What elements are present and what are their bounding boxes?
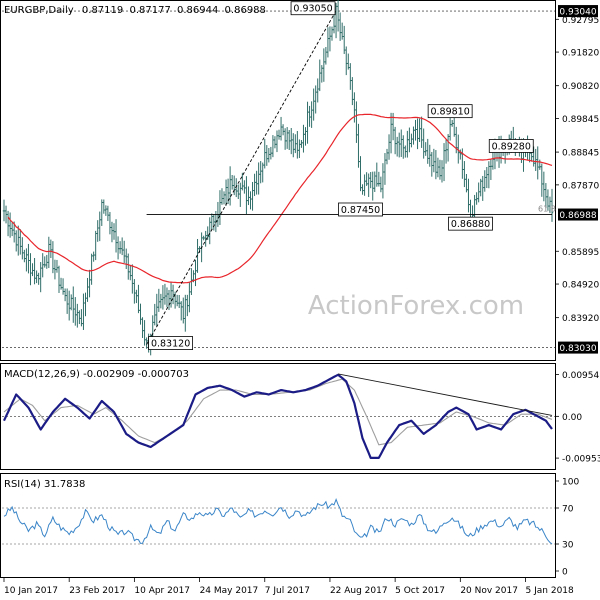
annotation-box-2 [427, 104, 473, 119]
price-y-tick-label: 0.85895 [562, 248, 599, 258]
macd-layer: 0.00954 0.00 -0.009538 [2, 371, 600, 465]
macd-y-tick-label: 0.00954 [562, 371, 599, 381]
macd-series-signal [3, 378, 553, 446]
x-tick-label: 5 Oct 2017 [395, 586, 445, 596]
fib-edge-label: 61.8 [538, 204, 556, 213]
price-bar [550, 188, 554, 222]
annotation-label-5: 0.83120 [151, 339, 190, 350]
price-y-tick-label: 0.88845 [562, 149, 599, 159]
current-price-text: 0.86988 [559, 211, 596, 221]
x-tick-label: 23 Feb 2017 [69, 586, 125, 596]
level-badge-text-0: 0.93040 [559, 8, 596, 18]
ohlc-high: 0.87177 [129, 5, 170, 16]
annotation-label-3: 0.89280 [492, 141, 531, 152]
price-bars [2, 0, 554, 356]
annotation-label-4: 0.86880 [451, 219, 490, 230]
price-y-axis: 0.92795 0.91820 0.90820 0.89845 0.88845 0.878… [555, 5, 599, 354]
price-y-tick-label: 0.92795 [562, 16, 599, 26]
price-y-tick-label: 0.90820 [562, 82, 599, 92]
price-annotations: 0.93050 0.87450 0.89810 0.89280 0.86880 0.831… [148, 1, 534, 350]
level-badge-1 [558, 341, 598, 354]
x-tick-label: 10 Apr 2017 [134, 586, 190, 596]
x-tick-label: 20 Nov 2017 [460, 586, 518, 596]
annotation-label-2: 0.89810 [430, 107, 469, 118]
rsi-y-tick-label: 100 [562, 478, 579, 488]
rsi-y-tick-label: 0 [562, 568, 568, 578]
price-y-tick-label: 0.87870 [562, 181, 599, 191]
rsi-y-tick-label: 30 [562, 541, 574, 551]
price-y-tick-label: 0.89845 [562, 115, 599, 125]
rsi-y-tick-label: 70 [562, 505, 574, 515]
ohlc-open: 0.87119 [82, 5, 123, 16]
watermark: ActionForex.com [308, 291, 524, 321]
trend-line [146, 10, 337, 345]
annotation-label-0: 0.93050 [293, 4, 332, 15]
current-price-badge [558, 208, 598, 221]
x-axis: 10 Jan 2017 23 Feb 2017 10 Apr 2017 24 May … [3, 578, 574, 596]
level-badge-text-1: 0.83030 [559, 344, 596, 354]
annotation-box-5 [148, 336, 194, 350]
macd-title: MACD(12,26,9) -0.002909 -0.000703 [4, 369, 189, 380]
price-y-tick-label: 0.84920 [562, 281, 599, 291]
annotation-label-1: 0.87450 [341, 205, 380, 216]
macd-trend-line [338, 373, 553, 416]
rsi-panel-frame [0, 473, 556, 578]
level-badge-0 [558, 5, 598, 18]
rsi-layer: 100 70 30 0 [2, 478, 579, 578]
macd-series-macd [2, 373, 553, 459]
rsi-title: RSI(14) 31.7838 [4, 479, 85, 490]
x-tick-label: 22 Aug 2017 [330, 586, 388, 596]
annotation-box-4 [448, 216, 493, 231]
ohlc-close: 0.86988 [225, 5, 266, 16]
price-y-tick-label: 0.91820 [562, 49, 599, 59]
annotation-box-0 [290, 1, 336, 16]
x-tick-label: 7 Jul 2017 [265, 586, 310, 596]
moving-average-line [7, 113, 553, 284]
annotation-box-1 [338, 202, 383, 217]
macd-y-tick-label: 0.00 [562, 413, 582, 423]
ohlc-low: 0.86944 [177, 5, 218, 16]
annotation-box-3 [488, 139, 534, 153]
rsi-series-line [3, 497, 553, 545]
x-tick-label: 10 Jan 2017 [4, 586, 58, 596]
price-guides [2, 10, 555, 348]
price-y-tick-label: 0.83920 [562, 314, 599, 324]
x-tick-label: 24 May 2017 [200, 586, 259, 596]
x-tick-label: 5 Jan 2018 [526, 586, 574, 596]
svg-text:EURGBP,Daily 0.87119 0: EURGBP,Daily 0.87119 0.87177 0.86944 0.8… [4, 5, 266, 16]
macd-y-tick-label: -0.009538 [562, 455, 600, 465]
price-panel-frame [0, 0, 556, 361]
price-title: EURGBP,Daily [4, 5, 74, 16]
